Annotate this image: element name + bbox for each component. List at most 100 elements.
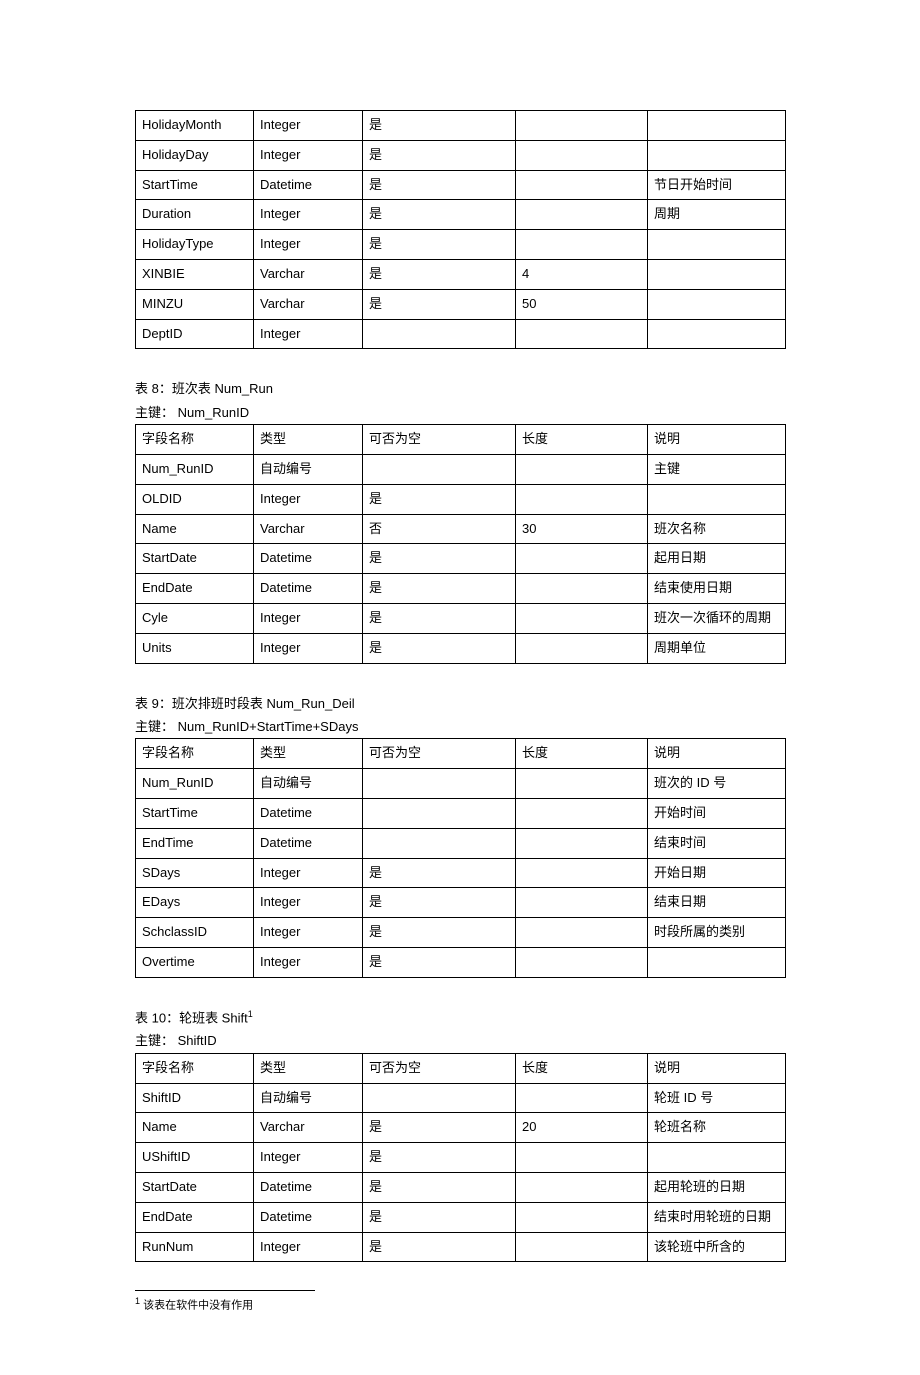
table-row: NameVarchar是20轮班名称 (136, 1113, 786, 1143)
table-cell (516, 633, 648, 663)
table-cell: 起用轮班的日期 (648, 1172, 786, 1202)
table-cell (516, 574, 648, 604)
caption-text-pre: 表 10：轮班表 Shift (135, 1010, 248, 1025)
table-header-cell: 长度 (516, 425, 648, 455)
table-row: DeptIDInteger (136, 319, 786, 349)
table-cell: 班次名称 (648, 514, 786, 544)
table-cell: Integer (254, 633, 363, 663)
table-cell (516, 1172, 648, 1202)
table-cell: MINZU (136, 289, 254, 319)
table-cell (648, 259, 786, 289)
table-row: UnitsInteger是周期单位 (136, 633, 786, 663)
table-header-cell: 可否为空 (363, 1053, 516, 1083)
table-cell: 是 (363, 888, 516, 918)
table-cell (516, 140, 648, 170)
table-cell: Name (136, 1113, 254, 1143)
table-cell: Integer (254, 947, 363, 977)
table-row: UShiftIDInteger是 (136, 1143, 786, 1173)
table-header-row: 字段名称类型可否为空长度说明 (136, 425, 786, 455)
table-cell: 主键 (648, 454, 786, 484)
footnote-text: 该表在软件中没有作用 (140, 1300, 253, 1312)
table-cell: 否 (363, 514, 516, 544)
caption-text: 表 8：班次表 Num_Run (135, 377, 785, 400)
table-cell: RunNum (136, 1232, 254, 1262)
table-row: StartDateDatetime是起用日期 (136, 544, 786, 574)
table-cell (648, 947, 786, 977)
table-cell: 开始时间 (648, 798, 786, 828)
table-cell: 节日开始时间 (648, 170, 786, 200)
table-row: XINBIEVarchar是4 (136, 259, 786, 289)
table-cell: Varchar (254, 514, 363, 544)
table-cell: 结束时用轮班的日期 (648, 1202, 786, 1232)
table-header-cell: 类型 (254, 739, 363, 769)
table-cell (363, 798, 516, 828)
table-cell (363, 319, 516, 349)
table-cell (516, 603, 648, 633)
table-cell: SchclassID (136, 918, 254, 948)
table-cell: DeptID (136, 319, 254, 349)
table-cell (516, 319, 648, 349)
table-cell: 20 (516, 1113, 648, 1143)
table-cell: 是 (363, 544, 516, 574)
table-cell: UShiftID (136, 1143, 254, 1173)
table-cell (516, 1202, 648, 1232)
table9-caption: 表 9：班次排班时段表 Num_Run_Deil 主键： Num_RunID+S… (135, 692, 785, 739)
table-row: EndDateDatetime是结束时用轮班的日期 (136, 1202, 786, 1232)
table-cell: 是 (363, 947, 516, 977)
table-row: MINZUVarchar是50 (136, 289, 786, 319)
table-cell: 30 (516, 514, 648, 544)
table-cell: 是 (363, 230, 516, 260)
table-cell: EndTime (136, 828, 254, 858)
table-cell: 轮班名称 (648, 1113, 786, 1143)
table-cell (516, 769, 648, 799)
table-cell (363, 1083, 516, 1113)
document-page: HolidayMonthInteger是HolidayDayInteger是St… (0, 0, 920, 1375)
table-cell: EDays (136, 888, 254, 918)
table-cell (648, 230, 786, 260)
table-cell: Integer (254, 918, 363, 948)
table-row: StartTimeDatetime开始时间 (136, 798, 786, 828)
table-row: RunNumInteger是该轮班中所含的 (136, 1232, 786, 1262)
table-cell: Varchar (254, 259, 363, 289)
table-cell: HolidayDay (136, 140, 254, 170)
table-cell: Integer (254, 200, 363, 230)
table-cell: Datetime (254, 828, 363, 858)
table-cell (516, 947, 648, 977)
table-header-row: 字段名称类型可否为空长度说明 (136, 1053, 786, 1083)
table-cell: Duration (136, 200, 254, 230)
table-row: EndTimeDatetime结束时间 (136, 828, 786, 858)
table-header-cell: 说明 (648, 1053, 786, 1083)
table-row: HolidayMonthInteger是 (136, 111, 786, 141)
table-header-cell: 字段名称 (136, 425, 254, 455)
table-cell: 该轮班中所含的 (648, 1232, 786, 1262)
table-row: OvertimeInteger是 (136, 947, 786, 977)
table-cell: Integer (254, 1143, 363, 1173)
table-cell: 50 (516, 289, 648, 319)
table-cell: Integer (254, 888, 363, 918)
table-row: StartTimeDatetime是节日开始时间 (136, 170, 786, 200)
table-cell: 结束使用日期 (648, 574, 786, 604)
table-num-run-deil: 字段名称类型可否为空长度说明Num_RunID自动编号班次的 ID 号Start… (135, 738, 786, 977)
table-cell: Name (136, 514, 254, 544)
table-cell: 轮班 ID 号 (648, 1083, 786, 1113)
table-cell: 是 (363, 633, 516, 663)
table-cell: Integer (254, 603, 363, 633)
table-cell: 是 (363, 1172, 516, 1202)
table-cell: XINBIE (136, 259, 254, 289)
table-cell: 是 (363, 1232, 516, 1262)
footnote-ref: 1 (248, 1009, 253, 1019)
table-cell: Num_RunID (136, 769, 254, 799)
table10-caption: 表 10：轮班表 Shift1 主键： ShiftID (135, 1006, 785, 1053)
table-cell: Num_RunID (136, 454, 254, 484)
table-row: HolidayTypeInteger是 (136, 230, 786, 260)
table-cell (516, 1232, 648, 1262)
table-cell: 起用日期 (648, 544, 786, 574)
table-cell: EndDate (136, 574, 254, 604)
table-cell (516, 170, 648, 200)
table-cell: OLDID (136, 484, 254, 514)
table-cell (516, 798, 648, 828)
table-cell: 4 (516, 259, 648, 289)
table-cell (648, 111, 786, 141)
table-cell (516, 1083, 648, 1113)
table-header-cell: 长度 (516, 1053, 648, 1083)
